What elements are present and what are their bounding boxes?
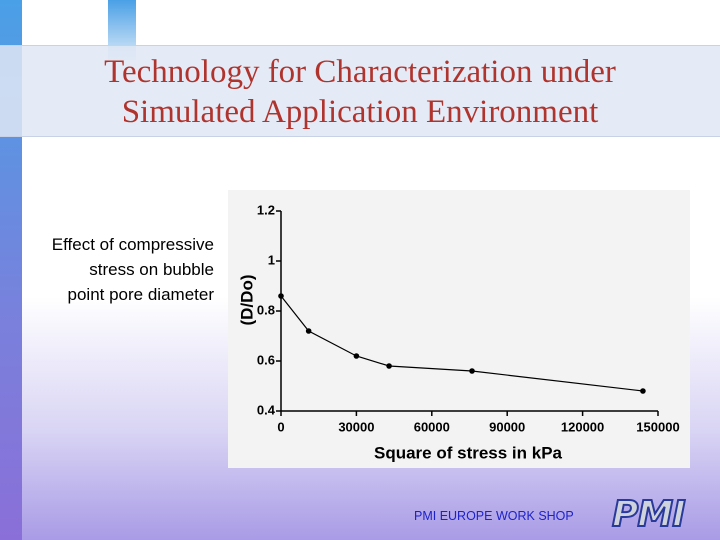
title-line: Technology for Characterization under [104, 54, 616, 90]
x-tick-label: 90000 [489, 419, 525, 434]
caption: Effect of compressive stress on bubble p… [52, 232, 214, 307]
x-axis-label: Square of stress in kPa [374, 443, 563, 462]
y-tick-label: 0.6 [257, 352, 275, 367]
y-tick-label: 0.4 [257, 402, 276, 417]
data-point [386, 363, 392, 369]
data-point [278, 293, 284, 299]
title-box [0, 45, 720, 137]
x-tick-label: 0 [277, 419, 284, 434]
x-tick-label: 60000 [414, 419, 450, 434]
data-point [353, 353, 360, 359]
title-line: Simulated Application Environment [121, 94, 599, 130]
x-tick-label: 150000 [636, 419, 679, 434]
data-point [640, 388, 646, 394]
caption-line: stress on bubble [89, 260, 214, 279]
footer: PMI EUROPE WORK SHOP [414, 509, 574, 523]
data-point [305, 328, 312, 334]
x-tick-label: 30000 [338, 419, 374, 434]
y-tick-label: 0.8 [257, 302, 275, 317]
y-tick-label: 1 [268, 252, 275, 267]
slide-title: Technology for Characterization under Si… [0, 52, 720, 132]
caption-line: point pore diameter [67, 285, 214, 304]
x-tick-label: 120000 [561, 419, 604, 434]
chart-background [228, 190, 690, 468]
logo: PMI [611, 493, 687, 536]
y-tick-label: 1.2 [257, 202, 275, 217]
data-line [280, 295, 643, 392]
caption-line: Effect of compressive [51, 235, 214, 254]
y-axis-label: (D/Do) [237, 275, 256, 326]
chart: (D/Do) Square of stress in kPa 0.4 0.6 0.8… [228, 190, 690, 468]
data-point [469, 368, 475, 374]
